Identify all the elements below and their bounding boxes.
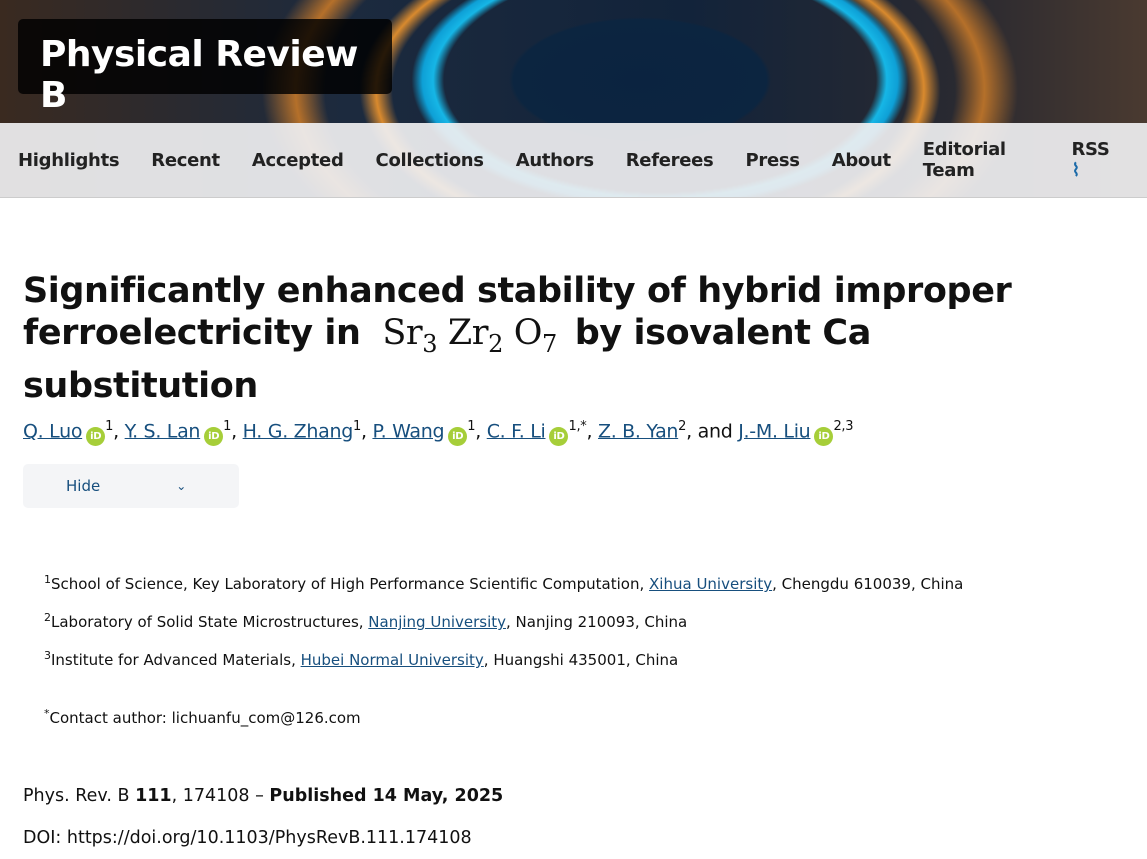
aff-text: , Nanjing 210093, China (506, 613, 688, 632)
aff-text: , Huangshi 435001, China (483, 651, 679, 670)
author-list: Q. Luo iD1, Y. S. Lan iD1, H. G. Zhang1, P… (23, 419, 1147, 447)
hide-affiliations-button[interactable]: Hide ⌄ (23, 464, 239, 509)
nav-referees[interactable]: Referees (625, 149, 714, 171)
citation-info: Phys. Rev. B 111, 174108 – Published 14 … (23, 775, 1147, 859)
author-link[interactable]: J.-M. Liu (738, 420, 811, 443)
formula-sr: Sr (382, 313, 423, 353)
author-link[interactable]: Z. B. Yan (597, 420, 679, 443)
formula-sr-n: 3 (422, 330, 438, 358)
nav-highlights[interactable]: Highlights (18, 149, 120, 171)
article-title: Significantly enhanced stability of hybr… (23, 270, 1113, 407)
published-date: Published 14 May, 2025 (269, 786, 504, 807)
journal-logo[interactable]: Physical Review B (18, 19, 392, 116)
aff-num: 3 (44, 649, 51, 663)
author-link[interactable]: P. Wang (372, 420, 445, 443)
orcid-icon[interactable]: iD (814, 427, 834, 447)
chemical-formula: Sr3 Zr2 O7 (382, 313, 557, 358)
article-main: Significantly enhanced stability of hybr… (0, 270, 1147, 859)
nav-authors[interactable]: Authors (515, 149, 594, 171)
orcid-icon[interactable]: iD (549, 427, 569, 447)
orcid-icon[interactable]: iD (86, 427, 106, 447)
aff-text: , Chengdu 610039, China (772, 575, 964, 594)
aff-num: 2 (44, 611, 51, 625)
nav-recent[interactable]: Recent (151, 149, 220, 171)
chevron-down-icon: ⌄ (176, 479, 187, 494)
nav-accepted[interactable]: Accepted (251, 149, 344, 171)
contact-mark: * (44, 707, 50, 721)
author-link[interactable]: Y. S. Lan (124, 420, 201, 443)
author-link[interactable]: Q. Luo (23, 420, 83, 443)
formula-zr: Zr (447, 313, 489, 353)
institution-link[interactable]: Hubei Normal University (300, 651, 484, 670)
citation: Phys. Rev. B 111, 174108 – Published 14 … (23, 775, 1147, 817)
title-text-end: by isovalent Ca substitution (23, 313, 871, 406)
aff-num: 1 (44, 573, 51, 587)
nav-press[interactable]: Press (745, 149, 800, 171)
hide-label: Hide (66, 477, 101, 496)
journal-banner: Physical Review B Highlights Recent Acce… (0, 0, 1147, 198)
and-text: and (697, 420, 733, 443)
author-aff: 1 (223, 419, 232, 434)
nav-rss[interactable]: RSS ⌇ (1071, 139, 1115, 181)
contact-text: Contact author: lichuanfu_com@126.com (49, 709, 361, 728)
author-link[interactable]: C. F. Li (486, 420, 546, 443)
contact-author: *Contact author: lichuanfu_com@126.com (44, 697, 1147, 735)
nav-editorial-team[interactable]: Editorial Team (922, 139, 1006, 181)
citation-volume: 111 (135, 786, 172, 807)
main-nav: Highlights Recent Accepted Collections A… (0, 123, 1147, 198)
affiliation: 3Institute for Advanced Materials, Hubei… (44, 639, 1147, 677)
nav-collections[interactable]: Collections (375, 149, 484, 171)
rss-icon: ⌇ (1071, 160, 1080, 181)
institution-link[interactable]: Xihua University (649, 575, 773, 594)
title-text: Significantly enhanced stability of hybr… (23, 271, 1012, 353)
affiliation: 2Laboratory of Solid State Microstructur… (44, 601, 1147, 639)
author-aff: 1 (105, 419, 114, 434)
rss-label: RSS (1071, 139, 1110, 160)
author-aff: 2,3 (833, 419, 854, 434)
aff-text: School of Science, Key Laboratory of Hig… (51, 575, 650, 594)
affiliation: 1School of Science, Key Laboratory of Hi… (44, 563, 1147, 601)
author-aff: 1 (352, 419, 361, 434)
citation-journal: Phys. Rev. B (23, 786, 136, 807)
affiliations: 1School of Science, Key Laboratory of Hi… (23, 563, 1147, 735)
citation-article: , 174108 – (171, 786, 270, 807)
aff-text: Institute for Advanced Materials, (51, 651, 301, 670)
doi: DOI: https://doi.org/10.1103/PhysRevB.11… (23, 828, 472, 849)
nav-about[interactable]: About (831, 149, 891, 171)
formula-o: O (513, 313, 543, 353)
author-link[interactable]: H. G. Zhang (242, 420, 354, 443)
author-aff: 1 (467, 419, 476, 434)
author-aff: 2 (678, 419, 687, 434)
aff-text: Laboratory of Solid State Microstructure… (51, 613, 369, 632)
author-aff: 1,* (568, 419, 587, 434)
formula-zr-n: 2 (488, 330, 503, 358)
institution-link[interactable]: Nanjing University (368, 613, 507, 632)
orcid-icon[interactable]: iD (204, 427, 224, 447)
orcid-icon[interactable]: iD (448, 427, 468, 447)
formula-o-n: 7 (542, 330, 557, 358)
